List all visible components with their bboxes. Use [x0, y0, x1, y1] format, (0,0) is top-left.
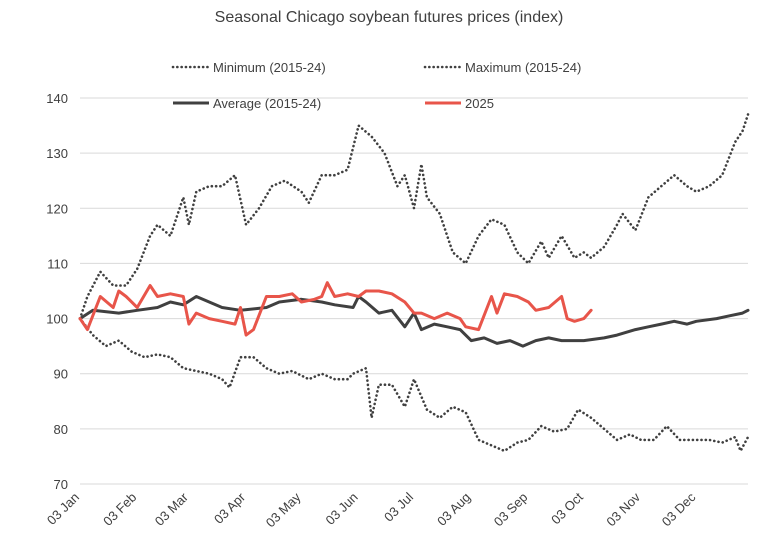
y-tick-label: 140	[46, 91, 68, 106]
x-tick-label: 03 Mar	[152, 489, 192, 529]
legend-item: Maximum (2015-24)	[423, 60, 581, 75]
legend-label: 2025	[465, 96, 494, 111]
x-tick-label: 03 Jun	[323, 490, 361, 528]
series-lines	[78, 113, 750, 453]
legend-label: Maximum (2015-24)	[465, 60, 581, 75]
series-line-2	[78, 295, 750, 348]
y-tick-label: 90	[54, 367, 68, 382]
series-line-3	[78, 281, 593, 337]
x-tick-label: 03 Jul	[381, 489, 416, 524]
x-tick-labels: 03 Jan 03 Feb 03 Mar 03 Apr 03 May 03 Jun 03 J…	[44, 489, 699, 530]
x-tick-label: 03 Sep	[491, 490, 531, 530]
x-tick-label: 03 Jan	[44, 490, 82, 528]
chart-title: Seasonal Chicago soybean futures prices …	[215, 9, 564, 26]
y-tick-label: 80	[54, 422, 68, 437]
legend-item: Average (2015-24)	[173, 96, 321, 111]
gridlines	[80, 97, 748, 485]
x-tick-label: 03 Oct	[548, 489, 586, 527]
series-line-1	[78, 113, 750, 320]
x-tick-label: 03 Feb	[100, 490, 139, 529]
y-tick-label: 100	[46, 312, 68, 327]
x-tick-label: 03 Aug	[434, 490, 473, 529]
legend-label: Average (2015-24)	[213, 96, 321, 111]
y-tick-label: 130	[46, 146, 68, 161]
y-tick-label: 110	[47, 256, 68, 271]
x-tick-label: 03 May	[263, 489, 304, 530]
y-tick-label: 120	[46, 201, 68, 216]
y-tick-labels: 70 80 90 100 110 120 130 140	[46, 91, 68, 492]
x-tick-label: 03 Nov	[603, 489, 643, 529]
legend: Minimum (2015-24) Maximum (2015-24) Averag…	[171, 60, 581, 111]
legend-label: Minimum (2015-24)	[213, 60, 326, 75]
x-tick-label: 03 Dec	[659, 489, 699, 529]
y-tick-label: 70	[54, 477, 68, 492]
series-line-0	[78, 317, 750, 453]
legend-item: Minimum (2015-24)	[171, 60, 326, 75]
x-tick-label: 03 Apr	[211, 489, 249, 527]
legend-item: 2025	[425, 96, 494, 111]
